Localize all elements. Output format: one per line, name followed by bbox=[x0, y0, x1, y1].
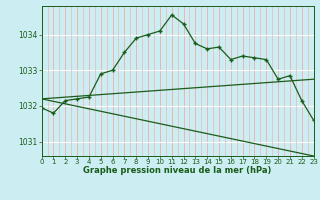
X-axis label: Graphe pression niveau de la mer (hPa): Graphe pression niveau de la mer (hPa) bbox=[84, 166, 272, 175]
